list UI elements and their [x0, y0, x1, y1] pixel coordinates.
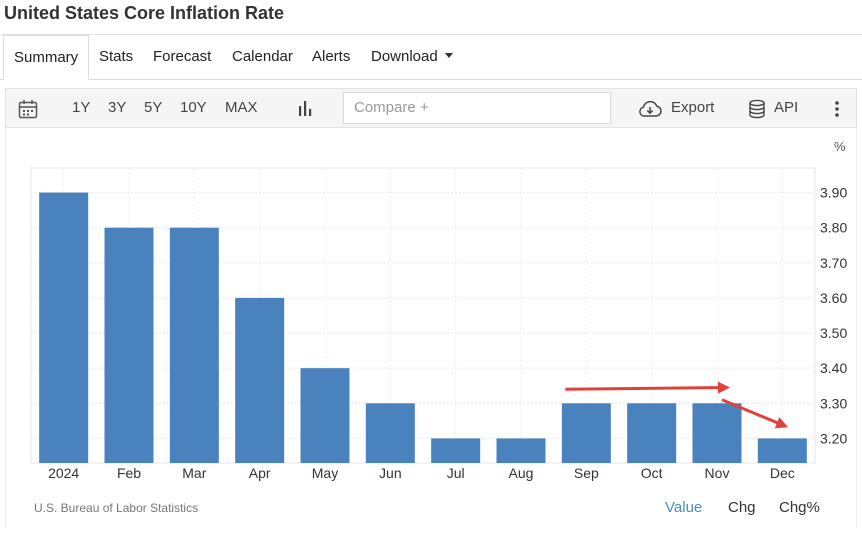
bar-chart: 3.90 3.80 3.70 3.60 3.50 3.40 3.30 3.20% 2024 Feb… [30, 139, 847, 481]
bar [757, 438, 807, 463]
x-tick-label: Mar [182, 465, 206, 481]
bar-chart-icon[interactable] [297, 100, 313, 118]
tab-summary[interactable]: Summary [3, 35, 90, 80]
tab-bar: Summary Stats Forecast Calendar Alerts D… [0, 35, 862, 80]
y-tick-label: 3.20 [820, 430, 847, 446]
annotation-arrow [721, 398, 789, 429]
caret-down-icon [444, 52, 453, 58]
bar [235, 297, 285, 463]
y-tick-label: 3.60 [820, 290, 847, 306]
range-5y-button[interactable]: 5Y [144, 99, 163, 116]
tab-calendar[interactable]: Calendar [232, 48, 293, 65]
api-button[interactable]: API [774, 99, 799, 116]
view-value-tab[interactable]: Value [665, 499, 703, 516]
view-chg-pct-tab[interactable]: Chg% [779, 499, 820, 516]
x-tick-label: Sep [574, 465, 599, 481]
bar [496, 438, 546, 463]
tab-stats[interactable]: Stats [99, 48, 134, 65]
database-icon[interactable] [748, 99, 766, 119]
range-1y-button[interactable]: 1Y [72, 99, 91, 116]
chart-toolbar: 1Y 3Y 5Y 10Y MAX Compare + Export API [5, 88, 857, 128]
compare-input[interactable]: Compare + [343, 92, 611, 124]
bar [561, 403, 611, 463]
x-tick-label: 2024 [48, 465, 79, 481]
tab-alerts[interactable]: Alerts [312, 48, 351, 65]
page-title: United States Core Inflation Rate [4, 3, 285, 23]
x-tick-label: Dec [770, 465, 795, 481]
view-chg-tab[interactable]: Chg [728, 499, 756, 516]
y-tick-label: 3.50 [820, 325, 847, 341]
x-tick-label: Nov [705, 465, 730, 481]
bar [431, 438, 481, 463]
range-max-button[interactable]: MAX [225, 99, 258, 116]
bar [39, 192, 89, 463]
x-tick-label: Jun [379, 465, 402, 481]
annotation-arrow [565, 381, 730, 394]
y-tick-label: 3.70 [820, 255, 847, 271]
bar [365, 403, 415, 463]
bar [627, 403, 677, 463]
plot-frame [30, 167, 816, 464]
calendar-icon[interactable] [18, 99, 38, 119]
y-tick-label: 3.90 [820, 185, 847, 201]
title-divider [0, 34, 862, 35]
x-tick-label: Oct [641, 465, 663, 481]
bar [692, 403, 742, 463]
x-tick-label: Feb [117, 465, 141, 481]
x-tick-label: Jul [447, 465, 465, 481]
bar [300, 368, 350, 463]
bar [169, 227, 219, 463]
source-credit: U.S. Bureau of Labor Statistics [34, 501, 199, 515]
y-tick-label: 3.40 [820, 360, 847, 376]
more-options-icon[interactable] [834, 100, 840, 118]
bar [104, 227, 154, 463]
chart-area: 3.90 3.80 3.70 3.60 3.50 3.40 3.30 3.20% 2024 Feb… [5, 128, 857, 528]
tab-download[interactable]: Download [371, 35, 453, 78]
export-button[interactable]: Export [671, 99, 715, 116]
download-label: Download [371, 48, 438, 65]
y-tick-label: 3.80 [820, 220, 847, 236]
range-10y-button[interactable]: 10Y [180, 99, 207, 116]
range-3y-button[interactable]: 3Y [108, 99, 127, 116]
x-tick-label: May [312, 465, 338, 481]
x-tick-label: Apr [249, 465, 271, 481]
cloud-download-icon[interactable] [637, 99, 663, 119]
y-tick-label: 3.30 [820, 395, 847, 411]
unit-label: % [834, 139, 846, 154]
tab-forecast[interactable]: Forecast [153, 48, 212, 65]
x-tick-label: Aug [509, 465, 534, 481]
